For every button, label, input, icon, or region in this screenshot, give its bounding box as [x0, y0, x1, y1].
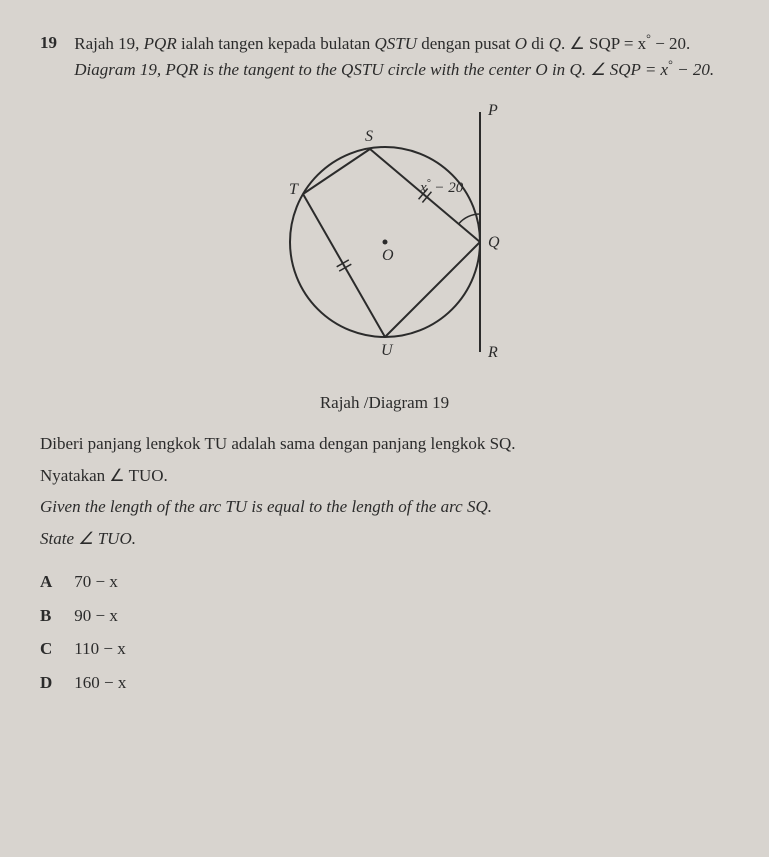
- svg-text:T: T: [289, 181, 299, 198]
- q-en-c: circle with the center: [384, 60, 536, 79]
- option-letter-b: B: [40, 603, 70, 629]
- sym-o-2: O: [535, 60, 547, 79]
- option-c[interactable]: C 110 − x: [40, 636, 729, 662]
- sym-q-1: Q: [549, 34, 561, 53]
- q-en-a: Diagram 19,: [74, 60, 165, 79]
- post-ms1: Diberi panjang lengkok TU adalah sama de…: [40, 431, 729, 457]
- angle-expr-2b: − 20.: [673, 60, 714, 79]
- q-ms-b: ialah tangen kepada bulatan: [177, 34, 375, 53]
- option-a[interactable]: A 70 − x: [40, 569, 729, 595]
- svg-text:S: S: [365, 128, 373, 145]
- option-text-b: 90 − x: [74, 606, 118, 625]
- options: A 70 − x B 90 − x C 110 − x D 160 − x: [40, 569, 729, 695]
- angle-expr-1a: ∠ SQP = x: [570, 34, 647, 53]
- svg-text:R: R: [487, 344, 498, 361]
- option-d[interactable]: D 160 − x: [40, 670, 729, 696]
- circle-diagram-svg: P Q R S T U Ox° − 20: [235, 102, 535, 372]
- post-ms2: Nyatakan ∠ TUO.: [40, 463, 729, 489]
- diagram-caption: Rajah /Diagram 19: [40, 390, 729, 416]
- svg-text:Q: Q: [488, 234, 500, 251]
- diagram: P Q R S T U Ox° − 20: [40, 102, 729, 380]
- question-body: Rajah 19, PQR ialah tangen kepada bulata…: [74, 30, 714, 82]
- svg-text:U: U: [381, 342, 394, 359]
- sym-q-2: Q: [569, 60, 581, 79]
- sym-qstu-1: QSTU: [374, 34, 417, 53]
- q-ms-a: Rajah 19,: [74, 34, 143, 53]
- post-en1: Given the length of the arc TU is equal …: [40, 494, 729, 520]
- option-letter-c: C: [40, 636, 70, 662]
- svg-text:x° − 20: x° − 20: [419, 178, 464, 196]
- option-text-d: 160 − x: [74, 673, 126, 692]
- sym-pqr-1: PQR: [144, 34, 177, 53]
- q-ms-d: di: [527, 34, 549, 53]
- option-letter-d: D: [40, 670, 70, 696]
- option-letter-a: A: [40, 569, 70, 595]
- svg-text:P: P: [487, 102, 498, 119]
- q-en-b: is the tangent to the: [198, 60, 341, 79]
- q-en-d: in: [548, 60, 570, 79]
- angle-expr-2a: ∠ SQP = x: [590, 60, 668, 79]
- sym-pqr-2: PQR: [165, 60, 198, 79]
- option-text-a: 70 − x: [74, 572, 118, 591]
- post-en2: State ∠ TUO.: [40, 526, 729, 552]
- option-b[interactable]: B 90 − x: [40, 603, 729, 629]
- sym-o-1: O: [515, 34, 527, 53]
- q-ms-c: dengan pusat: [417, 34, 515, 53]
- post-text: Diberi panjang lengkok TU adalah sama de…: [40, 431, 729, 551]
- angle-expr-1b: − 20.: [651, 34, 690, 53]
- svg-text:O: O: [382, 247, 394, 264]
- question-number: 19: [40, 30, 70, 56]
- option-text-c: 110 − x: [74, 639, 125, 658]
- sym-qstu-2: QSTU: [341, 60, 384, 79]
